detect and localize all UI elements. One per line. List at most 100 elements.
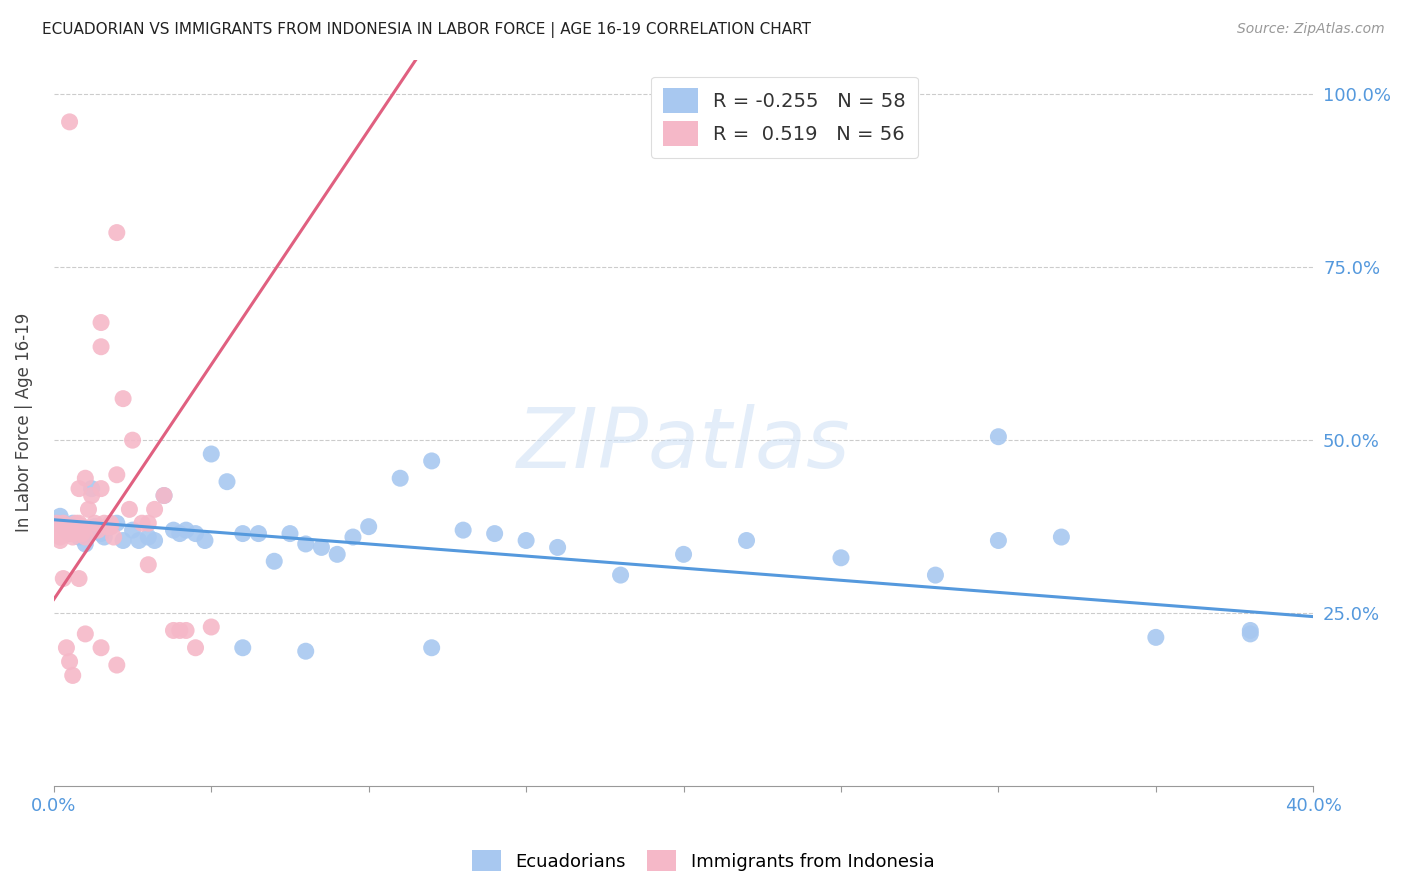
Point bbox=[294, 644, 316, 658]
Point bbox=[49, 530, 72, 544]
Point bbox=[65, 523, 87, 537]
Point bbox=[80, 489, 103, 503]
Point bbox=[924, 568, 946, 582]
Point bbox=[52, 572, 75, 586]
Point bbox=[77, 502, 100, 516]
Point bbox=[451, 523, 474, 537]
Point bbox=[65, 519, 87, 533]
Point bbox=[515, 533, 537, 548]
Point bbox=[55, 519, 77, 533]
Text: Source: ZipAtlas.com: Source: ZipAtlas.com bbox=[1237, 22, 1385, 37]
Point bbox=[55, 640, 77, 655]
Point bbox=[62, 526, 84, 541]
Point bbox=[342, 530, 364, 544]
Point bbox=[200, 447, 222, 461]
Point bbox=[169, 624, 191, 638]
Point bbox=[105, 658, 128, 673]
Point bbox=[357, 519, 380, 533]
Point bbox=[294, 537, 316, 551]
Point bbox=[46, 516, 69, 531]
Point bbox=[58, 655, 80, 669]
Point bbox=[100, 519, 122, 533]
Point bbox=[77, 526, 100, 541]
Point bbox=[153, 489, 176, 503]
Point bbox=[100, 516, 122, 531]
Point bbox=[75, 537, 97, 551]
Point bbox=[136, 558, 159, 572]
Point bbox=[232, 526, 254, 541]
Point bbox=[735, 533, 758, 548]
Point bbox=[87, 523, 110, 537]
Point bbox=[987, 533, 1010, 548]
Point bbox=[52, 516, 75, 531]
Point bbox=[194, 533, 217, 548]
Point bbox=[90, 526, 112, 541]
Point bbox=[162, 624, 184, 638]
Point bbox=[1239, 624, 1261, 638]
Point bbox=[83, 519, 105, 533]
Point bbox=[90, 340, 112, 354]
Point bbox=[215, 475, 238, 489]
Point bbox=[75, 627, 97, 641]
Point bbox=[105, 226, 128, 240]
Point bbox=[609, 568, 631, 582]
Point bbox=[52, 519, 75, 533]
Point bbox=[232, 640, 254, 655]
Point bbox=[830, 550, 852, 565]
Point bbox=[484, 526, 506, 541]
Point bbox=[389, 471, 412, 485]
Point bbox=[75, 471, 97, 485]
Point bbox=[311, 541, 333, 555]
Point bbox=[1239, 627, 1261, 641]
Point bbox=[93, 530, 115, 544]
Point bbox=[67, 530, 90, 544]
Point bbox=[121, 523, 143, 537]
Point bbox=[184, 640, 207, 655]
Point bbox=[58, 115, 80, 129]
Point bbox=[62, 668, 84, 682]
Point bbox=[49, 509, 72, 524]
Point bbox=[1050, 530, 1073, 544]
Legend: Ecuadorians, Immigrants from Indonesia: Ecuadorians, Immigrants from Indonesia bbox=[464, 843, 942, 879]
Point bbox=[80, 482, 103, 496]
Point bbox=[52, 519, 75, 533]
Point bbox=[105, 516, 128, 531]
Point bbox=[118, 502, 141, 516]
Point bbox=[121, 433, 143, 447]
Point bbox=[174, 624, 197, 638]
Point bbox=[136, 530, 159, 544]
Point bbox=[105, 467, 128, 482]
Point bbox=[247, 526, 270, 541]
Point bbox=[49, 523, 72, 537]
Point bbox=[1144, 631, 1167, 645]
Point bbox=[420, 640, 443, 655]
Y-axis label: In Labor Force | Age 16-19: In Labor Force | Age 16-19 bbox=[15, 313, 32, 533]
Point bbox=[62, 530, 84, 544]
Point bbox=[67, 516, 90, 531]
Point bbox=[65, 516, 87, 531]
Point bbox=[46, 516, 69, 531]
Point bbox=[128, 533, 150, 548]
Point bbox=[55, 523, 77, 537]
Point bbox=[278, 526, 301, 541]
Point bbox=[96, 519, 118, 533]
Text: ZIPatlas: ZIPatlas bbox=[517, 404, 851, 485]
Point bbox=[46, 519, 69, 533]
Point bbox=[112, 392, 135, 406]
Point bbox=[70, 526, 93, 541]
Point bbox=[326, 547, 349, 561]
Point bbox=[100, 519, 122, 533]
Point bbox=[547, 541, 569, 555]
Point bbox=[174, 523, 197, 537]
Point bbox=[58, 526, 80, 541]
Point bbox=[90, 640, 112, 655]
Point bbox=[93, 516, 115, 531]
Point bbox=[49, 533, 72, 548]
Legend: R = -0.255   N = 58, R =  0.519   N = 56: R = -0.255 N = 58, R = 0.519 N = 56 bbox=[651, 77, 918, 158]
Point bbox=[112, 533, 135, 548]
Point bbox=[672, 547, 695, 561]
Point bbox=[169, 526, 191, 541]
Point bbox=[136, 516, 159, 531]
Point bbox=[987, 430, 1010, 444]
Point bbox=[55, 523, 77, 537]
